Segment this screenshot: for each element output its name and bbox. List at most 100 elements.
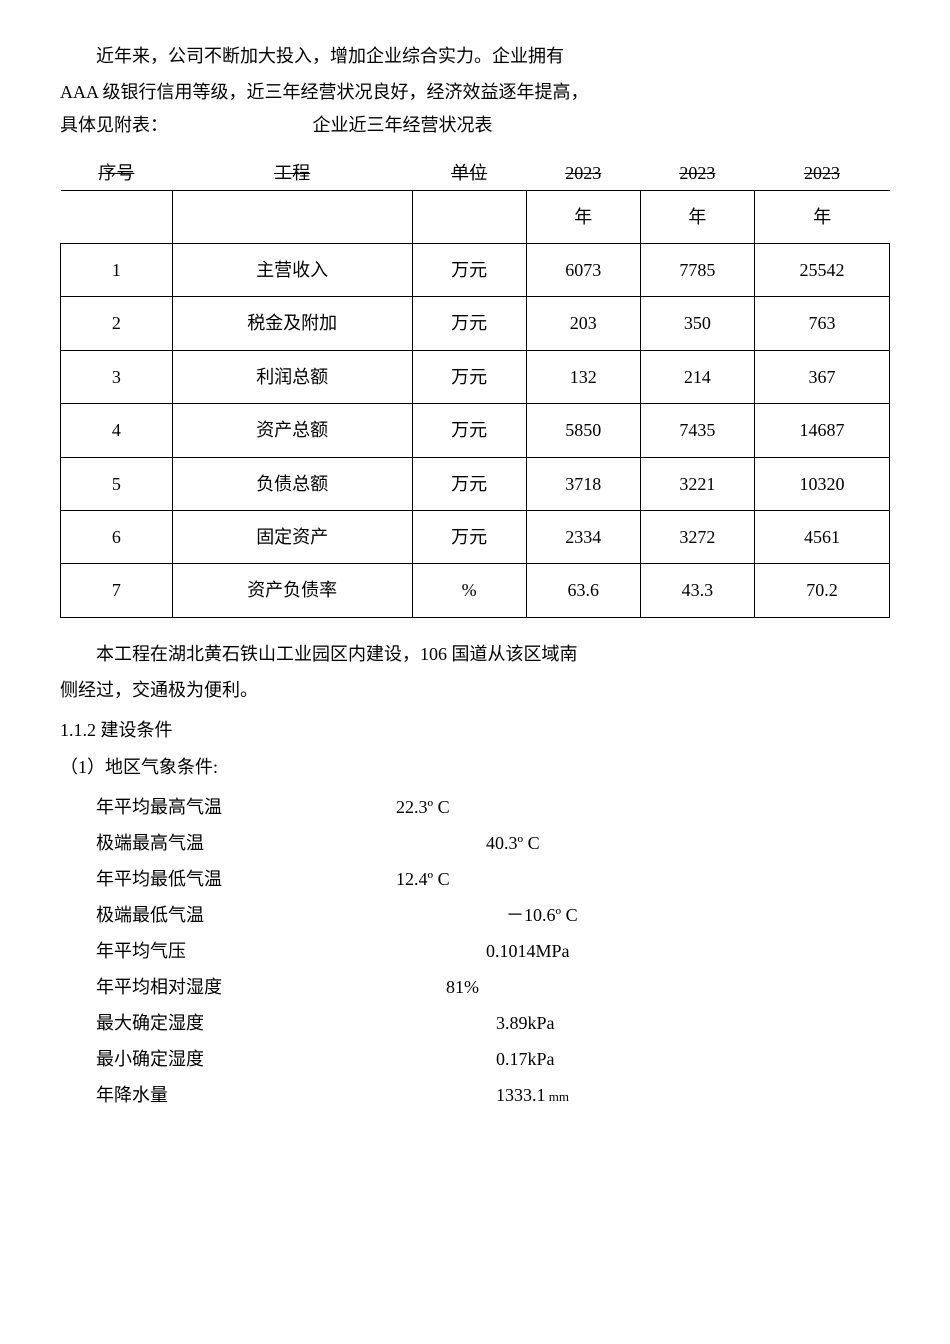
table-header-row: 序号 工程 单位 2023 2023 2023 (61, 147, 890, 190)
climate-label: 年降水量 (96, 1077, 376, 1113)
table-cell: 14687 (754, 404, 889, 457)
climate-row: 最大确定湿度3.89kPa (96, 1005, 890, 1041)
year-label-1: 年 (526, 190, 640, 243)
table-cell: 132 (526, 350, 640, 403)
climate-value: 0.17kPa (376, 1041, 890, 1077)
table-row: 6固定资产万元233432724561 (61, 510, 890, 563)
table-row: 2税金及附加万元203350763 (61, 297, 890, 350)
table-cell: 63.6 (526, 564, 640, 617)
climate-row: 年降水量1333.1 mm (96, 1077, 890, 1113)
climate-list: 年平均最高气温22.3º C极端最高气温40.3º C年平均最低气温12.4º … (60, 789, 890, 1113)
table-cell: 4561 (754, 510, 889, 563)
climate-label: 年平均气压 (96, 933, 376, 969)
table-cell: 763 (754, 297, 889, 350)
table-cell: 367 (754, 350, 889, 403)
th-y3: 2023 (754, 147, 889, 190)
climate-label: 年平均最低气温 (96, 861, 376, 897)
table-title: 企业近三年经营状况表 (313, 109, 493, 141)
table-year-row: 年 年 年 (61, 190, 890, 243)
table-body: 1主营收入万元60737785255422税金及附加万元2033507633利润… (61, 243, 890, 617)
table-row: 5负债总额万元3718322110320 (61, 457, 890, 510)
table-cell: 43.3 (640, 564, 754, 617)
climate-label: 年平均相对湿度 (96, 969, 376, 1005)
subsection-title: （1）地区气象条件: (60, 751, 890, 783)
climate-label: 最大确定湿度 (96, 1005, 376, 1041)
th-item: 工程 (172, 147, 412, 190)
table-cell: 2334 (526, 510, 640, 563)
climate-value: 40.3º C (376, 825, 890, 861)
table-row: 7资产负债率%63.643.370.2 (61, 564, 890, 617)
table-cell: 万元 (412, 350, 526, 403)
table-row: 4资产总额万元5850743514687 (61, 404, 890, 457)
climate-value: －10.6º C (376, 897, 890, 933)
climate-label: 年平均最高气温 (96, 789, 376, 825)
climate-value: 12.4º C (376, 861, 890, 897)
climate-label: 最小确定湿度 (96, 1041, 376, 1077)
climate-row: 年平均气压0.1014MPa (96, 933, 890, 969)
th-y2: 2023 (640, 147, 754, 190)
table-cell: 主营收入 (172, 243, 412, 296)
climate-row: 年平均最高气温22.3º C (96, 789, 890, 825)
intro-line-3: 具体见附表： 企业近三年经营状况表 (60, 109, 890, 141)
table-cell: 4 (61, 404, 173, 457)
table-cell: 203 (526, 297, 640, 350)
table-cell: 3272 (640, 510, 754, 563)
climate-label: 极端最低气温 (96, 897, 376, 933)
year-blank-1 (61, 190, 173, 243)
section-number: 1.1.2 建设条件 (60, 714, 890, 746)
table-cell: 3 (61, 350, 173, 403)
table-cell: 3221 (640, 457, 754, 510)
climate-row: 年平均最低气温12.4º C (96, 861, 890, 897)
climate-row: 极端最高气温40.3º C (96, 825, 890, 861)
climate-label: 极端最高气温 (96, 825, 376, 861)
table-cell: 税金及附加 (172, 297, 412, 350)
intro-prefix: 具体见附表： (60, 115, 168, 135)
table-cell: 7785 (640, 243, 754, 296)
location-line-2: 侧经过，交通极为便利。 (60, 674, 890, 706)
table-cell: 7 (61, 564, 173, 617)
table-cell: 25542 (754, 243, 889, 296)
intro-line-2: AAA 级银行信用等级，近三年经营状况良好，经济效益逐年提高， (60, 76, 890, 108)
table-cell: 6073 (526, 243, 640, 296)
table-cell: 214 (640, 350, 754, 403)
table-cell: 3718 (526, 457, 640, 510)
climate-value: 0.1014MPa (376, 933, 890, 969)
th-seq: 序号 (61, 147, 173, 190)
table-cell: 7435 (640, 404, 754, 457)
table-cell: 利润总额 (172, 350, 412, 403)
year-blank-3 (412, 190, 526, 243)
table-cell: 资产负债率 (172, 564, 412, 617)
table-cell: 负债总额 (172, 457, 412, 510)
climate-value: 3.89kPa (376, 1005, 890, 1041)
th-unit: 单位 (412, 147, 526, 190)
financial-table: 序号 工程 单位 2023 2023 2023 年 年 年 1主营收入万元607… (60, 147, 890, 618)
climate-value: 22.3º C (376, 789, 890, 825)
climate-value: 81% (376, 969, 890, 1005)
table-cell: 350 (640, 297, 754, 350)
table-cell: 5 (61, 457, 173, 510)
climate-row: 最小确定湿度0.17kPa (96, 1041, 890, 1077)
climate-row: 极端最低气温－10.6º C (96, 897, 890, 933)
year-label-3: 年 (754, 190, 889, 243)
table-cell: % (412, 564, 526, 617)
table-cell: 万元 (412, 243, 526, 296)
year-blank-2 (172, 190, 412, 243)
table-cell: 万元 (412, 457, 526, 510)
year-label-2: 年 (640, 190, 754, 243)
table-cell: 固定资产 (172, 510, 412, 563)
table-cell: 5850 (526, 404, 640, 457)
table-cell: 2 (61, 297, 173, 350)
table-row: 1主营收入万元6073778525542 (61, 243, 890, 296)
table-cell: 1 (61, 243, 173, 296)
location-line-1: 本工程在湖北黄石铁山工业园区内建设，106 国道从该区域南 (60, 638, 890, 670)
table-cell: 万元 (412, 510, 526, 563)
table-cell: 资产总额 (172, 404, 412, 457)
table-cell: 万元 (412, 404, 526, 457)
table-cell: 万元 (412, 297, 526, 350)
table-cell: 70.2 (754, 564, 889, 617)
climate-value: 1333.1 mm (376, 1077, 890, 1113)
th-y1: 2023 (526, 147, 640, 190)
climate-row: 年平均相对湿度81% (96, 969, 890, 1005)
table-cell: 6 (61, 510, 173, 563)
table-cell: 10320 (754, 457, 889, 510)
